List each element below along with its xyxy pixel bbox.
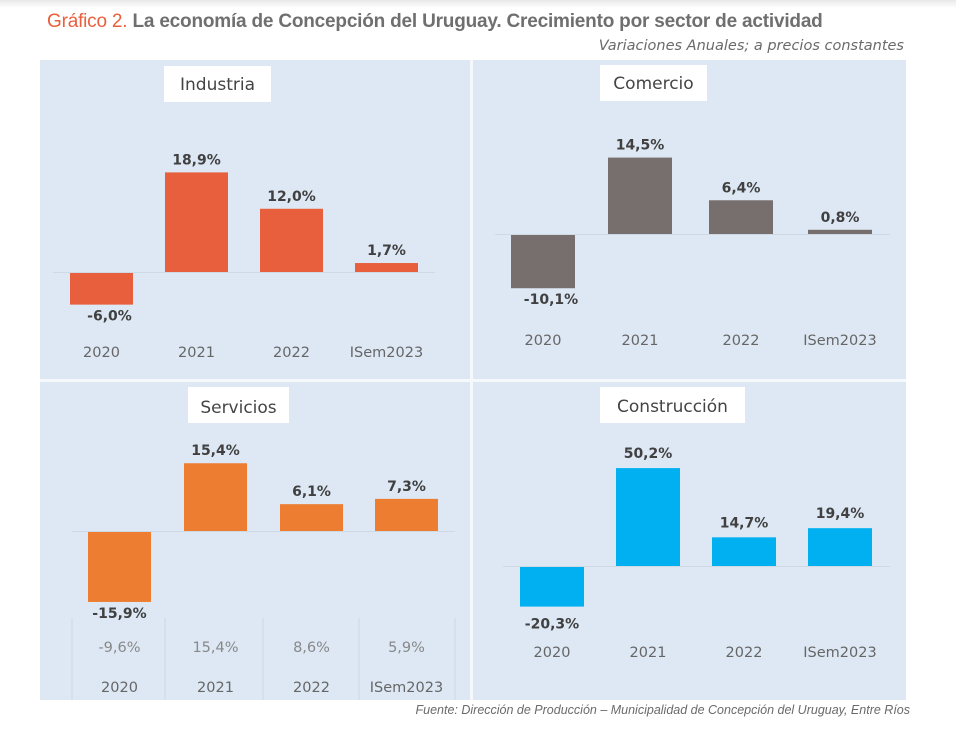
panel-title-box [188, 387, 289, 423]
bar-2021 [184, 463, 247, 531]
figure-title-text: La economía de Concepción del Uruguay. C… [132, 11, 823, 32]
category-label: 2021 [178, 345, 215, 361]
category-label: 2021 [630, 645, 667, 661]
category-label: 2020 [101, 680, 138, 696]
chart-panel-construccin: Construcción -20,3% 2020 50,2% 2021 14,7% 2022… [503, 387, 890, 661]
data-label: 14,7% [720, 515, 769, 531]
bar-2022 [260, 208, 323, 272]
panel-title-box [164, 66, 271, 102]
data-label: 6,1% [292, 484, 331, 500]
category-label: 2020 [83, 345, 120, 361]
panel-title: Industria [180, 75, 255, 95]
category-label: 2022 [726, 645, 763, 661]
bar-isem2023 [355, 263, 418, 272]
bar-2022 [280, 504, 343, 531]
data-label: 15,4% [191, 443, 240, 459]
bar-2022 [712, 537, 776, 566]
data-label: 6,4% [722, 180, 761, 196]
category-label: ISem2023 [350, 345, 423, 361]
source-note: Fuente: Dirección de Producción – Munici… [415, 703, 911, 717]
table-value: -9,6% [98, 640, 140, 656]
table-value: 5,9% [388, 640, 425, 656]
panel-title: Comercio [613, 74, 693, 94]
data-label: -6,0% [87, 309, 132, 325]
table-value: 15,4% [192, 640, 238, 656]
category-label: 2022 [273, 345, 310, 361]
figure-subtitle: Variaciones Anuales; a precios constante… [598, 38, 904, 54]
chart-panel-industria: Industria -6,0% 2020 18,9% 2021 12,0% 2022 1,7%… [53, 66, 435, 361]
data-label: -20,3% [525, 617, 579, 633]
category-label: 2021 [197, 680, 234, 696]
data-label: 0,8% [821, 210, 860, 226]
figure-number: Gráfico 2. [47, 11, 128, 32]
category-label: 2020 [534, 645, 571, 661]
data-label: 7,3% [387, 479, 426, 495]
bar-2021 [616, 468, 680, 566]
category-label: 2020 [525, 333, 562, 349]
chart-panel-servicios: Servicios -15,9% 2020 -9,6% 15,4% 2021 15,4% 6,… [71, 387, 456, 700]
table-value: 8,6% [293, 640, 330, 656]
figure-title: Gráfico 2. La economía de Concepción del… [47, 11, 823, 33]
category-label: 2022 [723, 333, 760, 349]
data-label: 18,9% [172, 152, 221, 168]
panel-divider-horizontal [40, 379, 906, 382]
top-shade [0, 0, 956, 8]
panel-title: Servicios [200, 398, 276, 418]
data-label: 50,2% [624, 446, 673, 462]
chart-panel-comercio: Comercio -10,1% 2020 14,5% 2021 6,4% 2022 0,8% I… [495, 65, 890, 349]
data-label: -10,1% [524, 292, 578, 308]
data-label: 12,0% [267, 189, 316, 205]
panel-title-box [600, 387, 745, 423]
category-label: ISem2023 [803, 333, 876, 349]
bar-2020 [70, 273, 133, 305]
bar-2020 [88, 532, 151, 602]
data-label: 14,5% [616, 138, 665, 154]
panel-title: Construcción [617, 397, 728, 417]
data-label: -15,9% [92, 606, 146, 622]
category-label: ISem2023 [370, 680, 443, 696]
category-label: 2021 [622, 333, 659, 349]
bar-2020 [511, 235, 575, 289]
data-label: 1,7% [367, 243, 406, 259]
category-label: ISem2023 [803, 645, 876, 661]
bar-2022 [709, 200, 773, 234]
bar-isem2023 [808, 229, 872, 234]
bar-isem2023 [808, 528, 872, 566]
bar-2020 [520, 567, 584, 607]
category-label: 2022 [293, 680, 330, 696]
bar-2021 [165, 172, 228, 272]
bar-isem2023 [375, 498, 438, 531]
data-label: 19,4% [816, 506, 865, 522]
panel-title-box [600, 65, 707, 101]
bar-2021 [608, 157, 672, 234]
